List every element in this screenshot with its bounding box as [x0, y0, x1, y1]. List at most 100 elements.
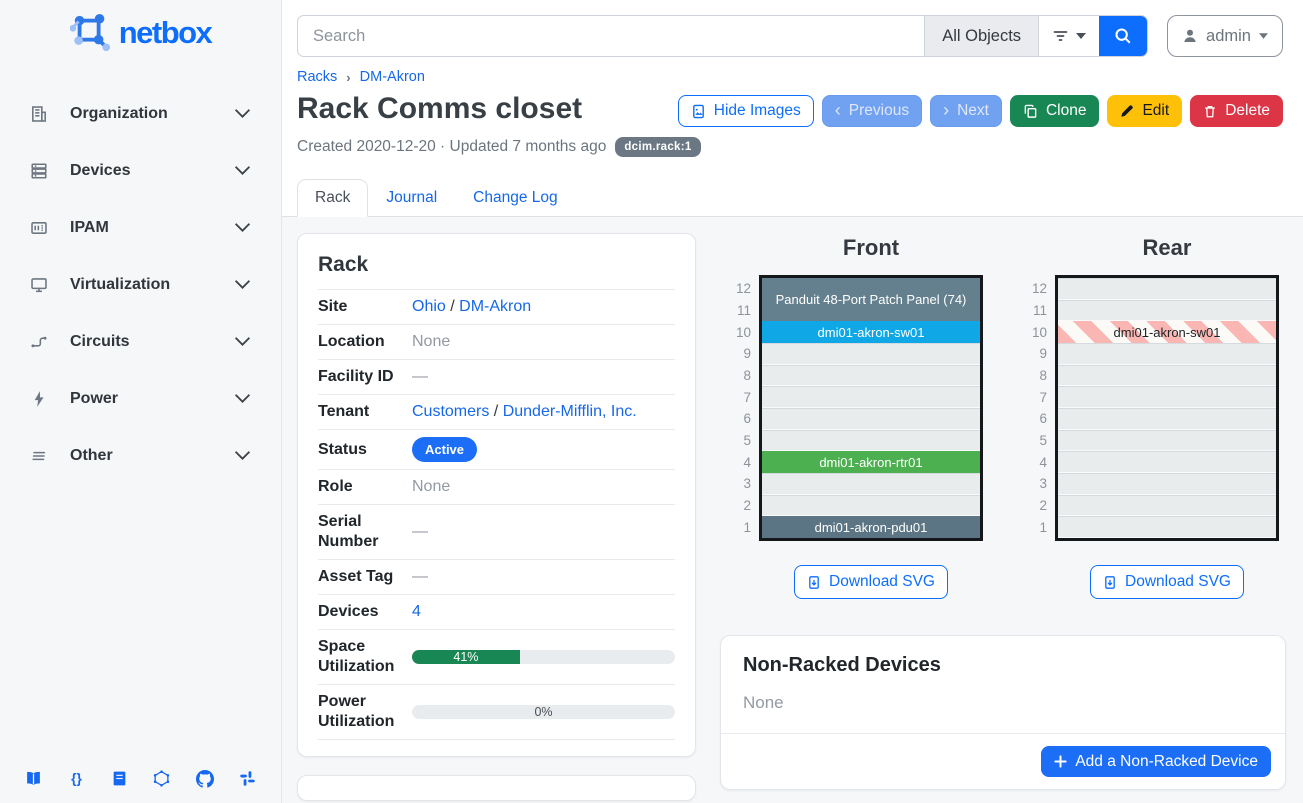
- search-icon: [1114, 27, 1132, 45]
- trash-icon: [1203, 104, 1217, 119]
- download-svg-button-front[interactable]: Download SVG: [794, 565, 948, 599]
- netbox-logo[interactable]: netbox: [0, 0, 281, 59]
- api-docs-icon[interactable]: [110, 769, 129, 788]
- rack-device[interactable]: dmi01-akron-sw01: [762, 321, 980, 343]
- chevron-down-icon: [234, 279, 251, 290]
- empty-rack-slot: [762, 386, 980, 409]
- unit-number: 10: [735, 324, 751, 340]
- chevron-down-icon: [234, 165, 251, 176]
- attr-link-ohio[interactable]: Ohio: [412, 298, 446, 315]
- sidebar-item-organization[interactable]: Organization: [0, 85, 281, 142]
- attr-link-dm-akron[interactable]: DM-Akron: [459, 298, 532, 315]
- attr-link[interactable]: 4: [412, 603, 421, 620]
- search-input[interactable]: [298, 16, 925, 56]
- search-submit-button[interactable]: [1099, 16, 1148, 56]
- sidebar-item-power[interactable]: Power: [0, 370, 281, 427]
- unit-number: 1: [1039, 519, 1047, 535]
- right-column: Front 12 11 10 9 8 7 6 5 4 3 2 1 Panduit 48-Port Pa…: [720, 233, 1286, 790]
- unit-number: 6: [1039, 411, 1047, 427]
- breadcrumb-separator-icon: ›: [346, 69, 351, 85]
- object-actions: Hide Images ‹ Previous › Next: [677, 95, 1283, 127]
- attr-link-dunder-mifflin-inc[interactable]: Dunder-Mifflin, Inc.: [502, 403, 637, 420]
- unit-number: 5: [743, 433, 751, 449]
- search-scope-label: All Objects: [942, 26, 1022, 45]
- attr-row-site: Site Ohio / DM-Akron: [318, 289, 675, 325]
- rack-frame: Panduit 48-Port Patch Panel (74) dmi01-a…: [759, 275, 983, 541]
- unit-number: 7: [743, 389, 751, 405]
- breadcrumb-link-dm-akron[interactable]: DM-Akron: [359, 69, 425, 85]
- tab-rack[interactable]: Rack: [297, 179, 369, 217]
- left-column: Rack Site Ohio / DM-Akron Location None …: [297, 233, 696, 801]
- sidebar: netbox Organization Devices IPAM Virtual…: [0, 0, 282, 803]
- sidebar-item-other[interactable]: Other: [0, 427, 281, 484]
- graphql-icon[interactable]: [152, 769, 171, 788]
- add-non-racked-device-button[interactable]: Add a Non-Racked Device: [1041, 746, 1271, 777]
- main-area: All Objects: [282, 0, 1303, 803]
- unit-number: 5: [1039, 433, 1047, 449]
- github-icon[interactable]: [195, 769, 214, 788]
- unit-number: 10: [1031, 324, 1047, 340]
- user-menu-button[interactable]: admin: [1167, 15, 1283, 57]
- tab-journal[interactable]: Journal: [386, 189, 438, 206]
- sidebar-item-label: Devices: [70, 161, 131, 179]
- pencil-icon: [1120, 104, 1134, 118]
- unit-number: 2: [743, 498, 751, 514]
- unit-number: 3: [1039, 476, 1047, 492]
- sidebar-footer: {}: [0, 769, 281, 788]
- utilization-fill: 41%: [412, 650, 520, 664]
- netbox-logo-text: netbox: [118, 15, 213, 50]
- unit-number: 2: [1039, 498, 1047, 514]
- breadcrumb-link-racks[interactable]: Racks: [297, 69, 338, 85]
- unit-numbers-column: 12 11 10 9 8 7 6 5 4 3 2 1: [725, 275, 751, 541]
- sidebar-item-ipam[interactable]: IPAM: [0, 199, 281, 256]
- sidebar-item-virtualization[interactable]: Virtualization: [0, 256, 281, 313]
- empty-rack-slot: [1058, 299, 1276, 322]
- rack-device[interactable]: dmi01-akron-rtr01: [762, 451, 980, 473]
- page-header: Racks › DM-Akron Rack Comms closet Hide Im…: [282, 67, 1303, 157]
- rack-device-label: Panduit 48-Port Patch Panel (74): [775, 292, 967, 308]
- search-scope-button[interactable]: All Objects: [924, 16, 1039, 56]
- link-separator: /: [489, 403, 503, 420]
- next-button[interactable]: › Next: [930, 95, 1002, 127]
- rack-device[interactable]: Panduit 48-Port Patch Panel (74): [762, 278, 980, 322]
- attr-link-customers[interactable]: Customers: [412, 403, 490, 420]
- sidebar-item-circuits[interactable]: Circuits: [0, 313, 281, 370]
- topbar: All Objects: [282, 0, 1303, 67]
- download-svg-button-rear[interactable]: Download SVG: [1090, 565, 1244, 599]
- sidebar-item-devices[interactable]: Devices: [0, 142, 281, 199]
- tab-change-log[interactable]: Change Log: [473, 189, 558, 206]
- chevron-down-icon: [234, 108, 251, 119]
- slack-icon[interactable]: [238, 769, 257, 788]
- monitor-icon: [30, 276, 54, 294]
- utilization-label: 0%: [534, 705, 553, 719]
- rack-device[interactable]: dmi01-akron-sw01: [1058, 321, 1276, 343]
- delete-button[interactable]: Delete: [1190, 95, 1283, 127]
- unit-number: 3: [743, 476, 751, 492]
- rack-device-label: dmi01-akron-pdu01: [814, 519, 928, 535]
- hide-images-button[interactable]: Hide Images: [677, 95, 814, 127]
- status-badge: Active: [412, 437, 478, 462]
- empty-rack-slot: [762, 494, 980, 517]
- attr-row-location: Location None: [318, 324, 675, 360]
- rack-device-label: dmi01-akron-rtr01: [819, 454, 923, 470]
- download-svg-label: Download SVG: [1125, 573, 1231, 590]
- rack-elevation-front: Front 12 11 10 9 8 7 6 5 4 3 2 1 Panduit 48-Port Pa…: [725, 233, 983, 599]
- filter-icon: [1052, 29, 1069, 43]
- chevron-right-icon: ›: [943, 100, 950, 120]
- attr-row-facility-id: Facility ID —: [318, 359, 675, 395]
- edit-button[interactable]: Edit: [1107, 95, 1183, 127]
- attr-label: Location: [318, 333, 385, 350]
- svg-text:{}: {}: [71, 771, 82, 786]
- clone-button[interactable]: Clone: [1009, 95, 1100, 127]
- search-filter-button[interactable]: [1038, 16, 1100, 56]
- rack-attributes-body: Site Ohio / DM-Akron Location None Facil…: [318, 289, 675, 740]
- docs-book-icon[interactable]: [24, 769, 43, 788]
- empty-rack-slot: [1058, 494, 1276, 517]
- empty-rack-slot: [1058, 408, 1276, 430]
- previous-button[interactable]: ‹ Previous: [821, 95, 923, 127]
- attr-value: —: [412, 568, 428, 585]
- rest-api-icon[interactable]: {}: [67, 769, 86, 788]
- empty-rack-slot: [1058, 516, 1276, 539]
- rack-device[interactable]: dmi01-akron-pdu01: [762, 516, 980, 538]
- attr-row-serial-number: Serial Number —: [318, 504, 675, 560]
